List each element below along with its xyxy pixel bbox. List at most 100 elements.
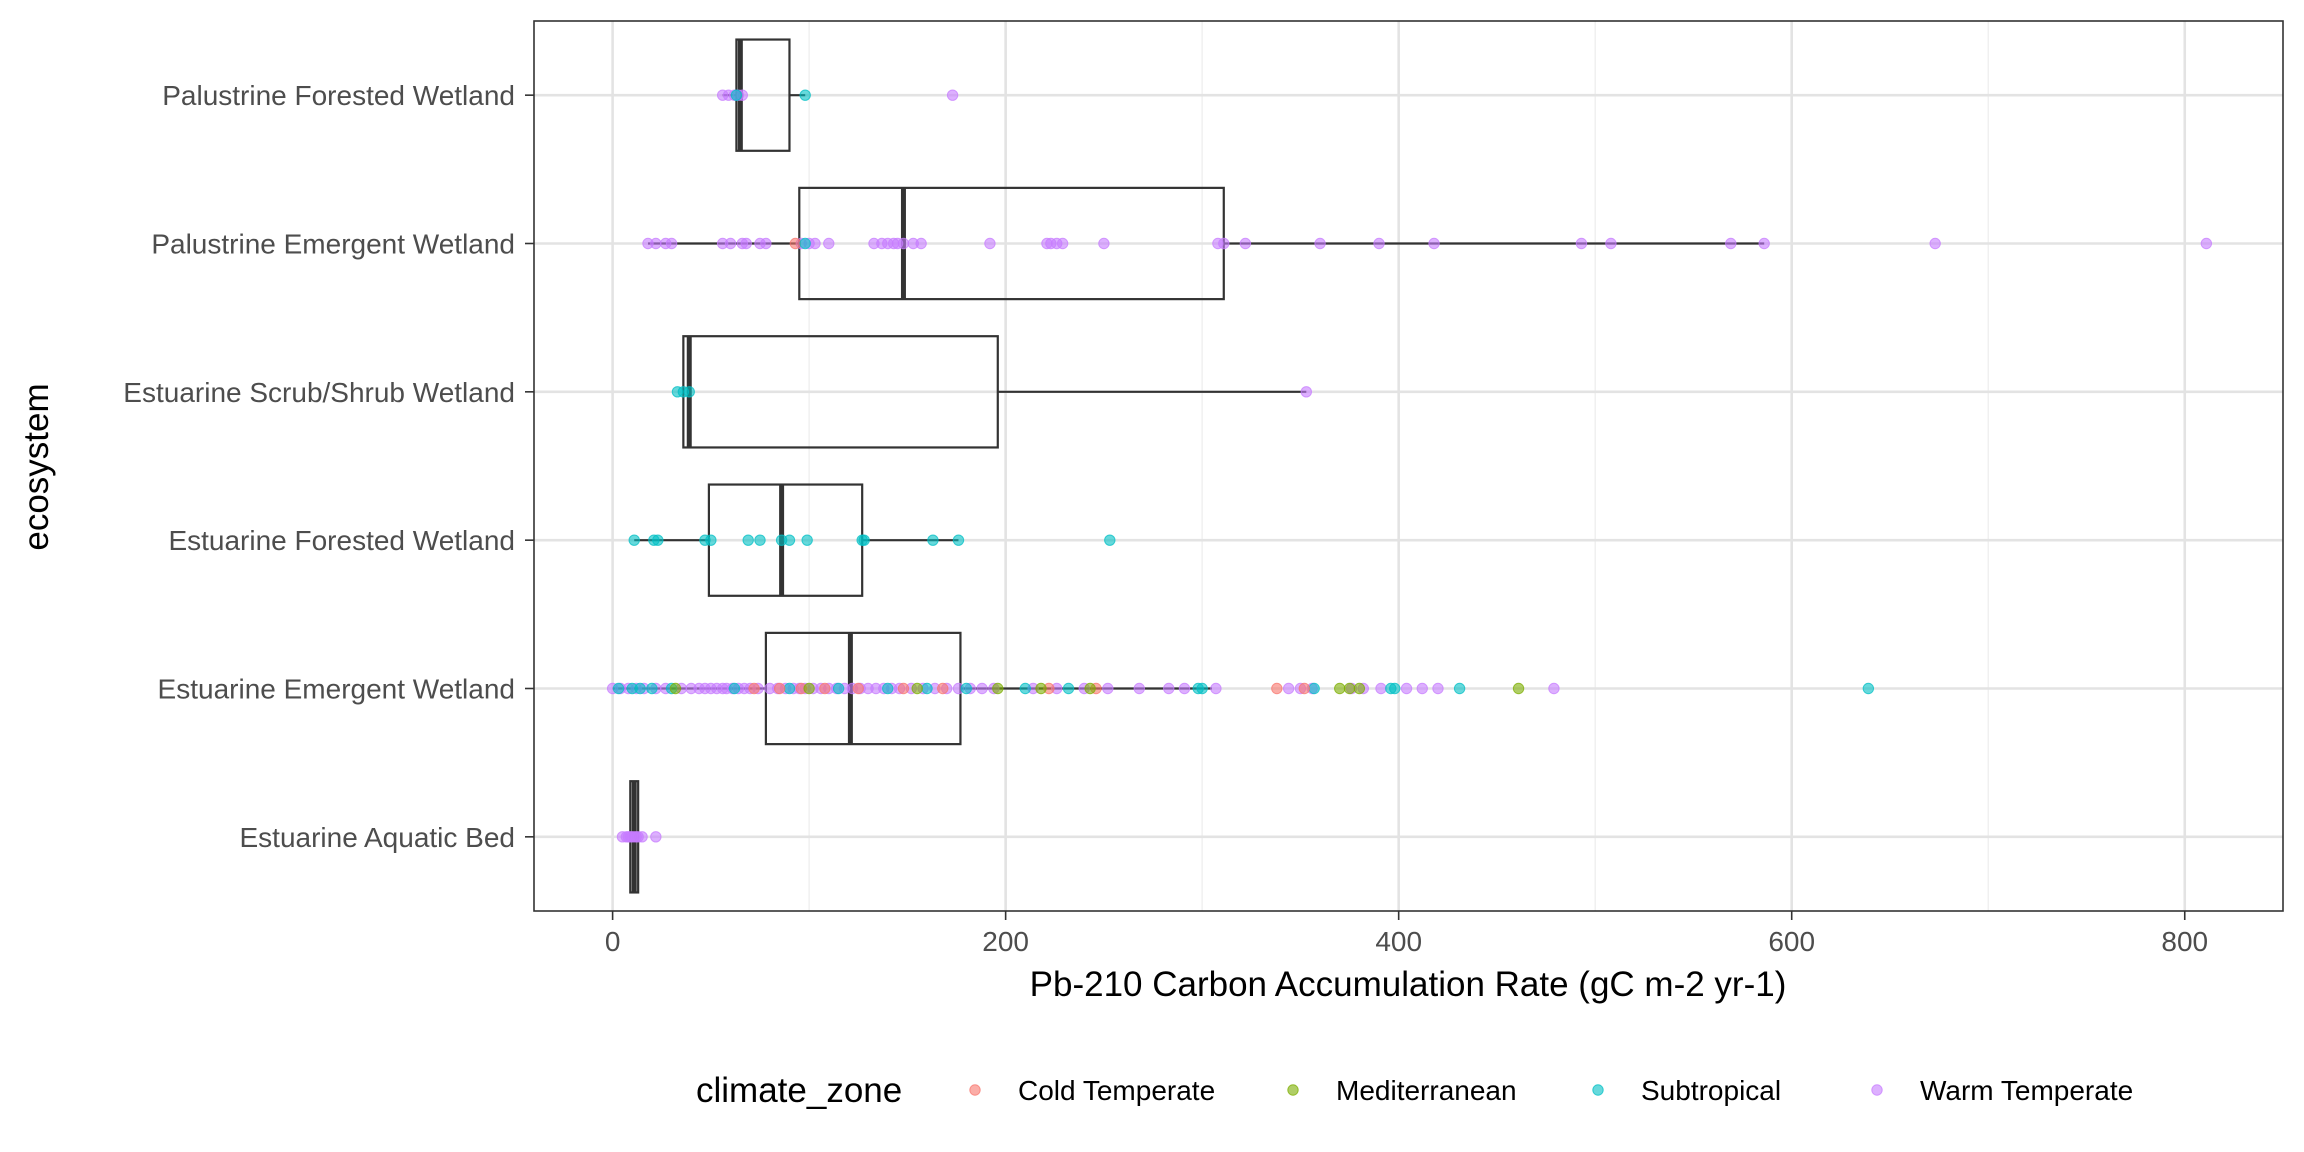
data-point <box>799 237 811 250</box>
legend-label: Cold Temperate <box>1018 1075 1215 1106</box>
data-point <box>1375 682 1387 695</box>
data-point <box>992 682 1004 695</box>
data-point <box>742 534 754 546</box>
point-layer <box>606 89 2213 843</box>
data-point <box>728 682 741 695</box>
legend-label: Warm Temperate <box>1920 1075 2133 1106</box>
data-point <box>799 89 811 101</box>
data-point <box>1308 682 1320 695</box>
data-point <box>915 237 927 250</box>
data-point <box>1196 682 1208 695</box>
data-point <box>754 534 766 546</box>
data-point <box>897 682 910 695</box>
data-point <box>1019 682 1031 695</box>
legend-items: Cold Temperate Mediterranean Subtropical Wa… <box>969 1075 2133 1106</box>
data-point <box>823 237 835 250</box>
data-point <box>2200 237 2213 250</box>
data-point <box>1104 534 1116 546</box>
x-tick-label: 800 <box>2161 926 2208 957</box>
data-point <box>803 682 815 695</box>
y-tick-label: Palustrine Forested Wetland <box>162 80 515 111</box>
data-point <box>809 237 821 250</box>
data-point <box>1218 237 1230 250</box>
data-point <box>740 237 752 250</box>
data-point <box>1605 237 1617 250</box>
data-point <box>1098 237 1110 250</box>
data-point <box>628 534 640 546</box>
data-point <box>665 237 678 250</box>
y-tick-label: Estuarine Scrub/Shrub Wetland <box>123 377 515 408</box>
y-tick-label: Palustrine Emergent Wetland <box>151 229 515 260</box>
data-point <box>760 237 772 250</box>
data-point <box>858 534 870 546</box>
data-point <box>1210 682 1222 695</box>
legend-label: Subtropical <box>1641 1075 1781 1106</box>
data-point <box>911 682 923 695</box>
data-point <box>683 386 695 398</box>
data-point <box>669 682 682 695</box>
data-point <box>946 89 959 101</box>
legend-key <box>1871 1084 1883 1096</box>
legend: climate_zone Cold Temperate Mediterranean… <box>696 1071 2133 1110</box>
y-tick-label: Estuarine Emergent Wetland <box>158 674 515 705</box>
legend-item: Warm Temperate <box>1871 1075 2133 1106</box>
data-point <box>1389 682 1401 695</box>
data-point <box>1334 682 1346 695</box>
legend-label: Mediterranean <box>1336 1075 1517 1106</box>
data-point <box>1163 682 1175 695</box>
panel-border <box>533 20 2284 912</box>
legend-item: Subtropical <box>1592 1075 1781 1106</box>
y-tick-label: Estuarine Forested Wetland <box>168 525 515 556</box>
data-point <box>1416 682 1428 695</box>
data-point <box>976 682 988 695</box>
data-point <box>1758 237 1770 250</box>
data-point <box>832 682 845 695</box>
data-point <box>634 682 646 695</box>
x-tick-label: 600 <box>1768 926 1815 957</box>
data-point <box>1102 682 1114 695</box>
data-point <box>1035 682 1047 695</box>
legend-title: climate_zone <box>696 1071 902 1110</box>
legend-item: Mediterranean <box>1287 1075 1517 1106</box>
x-axis-title: Pb-210 Carbon Accumulation Rate (gC m-2 … <box>1030 965 1787 1004</box>
data-point <box>724 237 737 250</box>
data-point <box>921 682 933 695</box>
data-point <box>1239 237 1252 250</box>
data-point <box>783 682 796 695</box>
data-point <box>1133 682 1145 695</box>
data-point <box>1453 682 1466 695</box>
data-point <box>646 682 658 695</box>
data-point <box>937 682 949 695</box>
data-point <box>1575 237 1588 250</box>
data-point <box>1400 682 1413 695</box>
data-point <box>1056 237 1069 250</box>
data-point <box>652 534 664 546</box>
data-point <box>897 237 910 250</box>
data-point <box>1929 237 1941 250</box>
data-point <box>748 682 760 695</box>
data-point <box>1300 386 1313 398</box>
data-point <box>952 534 965 546</box>
data-point <box>1862 682 1875 695</box>
legend-key <box>969 1084 981 1096</box>
x-tick-label: 200 <box>982 926 1029 957</box>
data-point <box>730 89 743 101</box>
x-tick-label: 400 <box>1375 926 1422 957</box>
data-point <box>1282 682 1295 695</box>
data-point <box>960 682 973 695</box>
data-point <box>1373 237 1385 250</box>
legend-key <box>1592 1084 1604 1096</box>
data-point <box>789 237 802 250</box>
data-point <box>612 682 625 695</box>
data-point <box>650 831 662 843</box>
data-point <box>882 682 894 695</box>
axis-layer: 0 200 400 600 800 Estuarine Aquatic Bed Estuar… <box>123 80 2208 957</box>
data-point <box>984 237 996 250</box>
data-point <box>650 237 662 250</box>
data-point <box>1178 682 1191 695</box>
y-tick-label: Estuarine Aquatic Bed <box>239 822 515 853</box>
data-point <box>1343 682 1356 695</box>
